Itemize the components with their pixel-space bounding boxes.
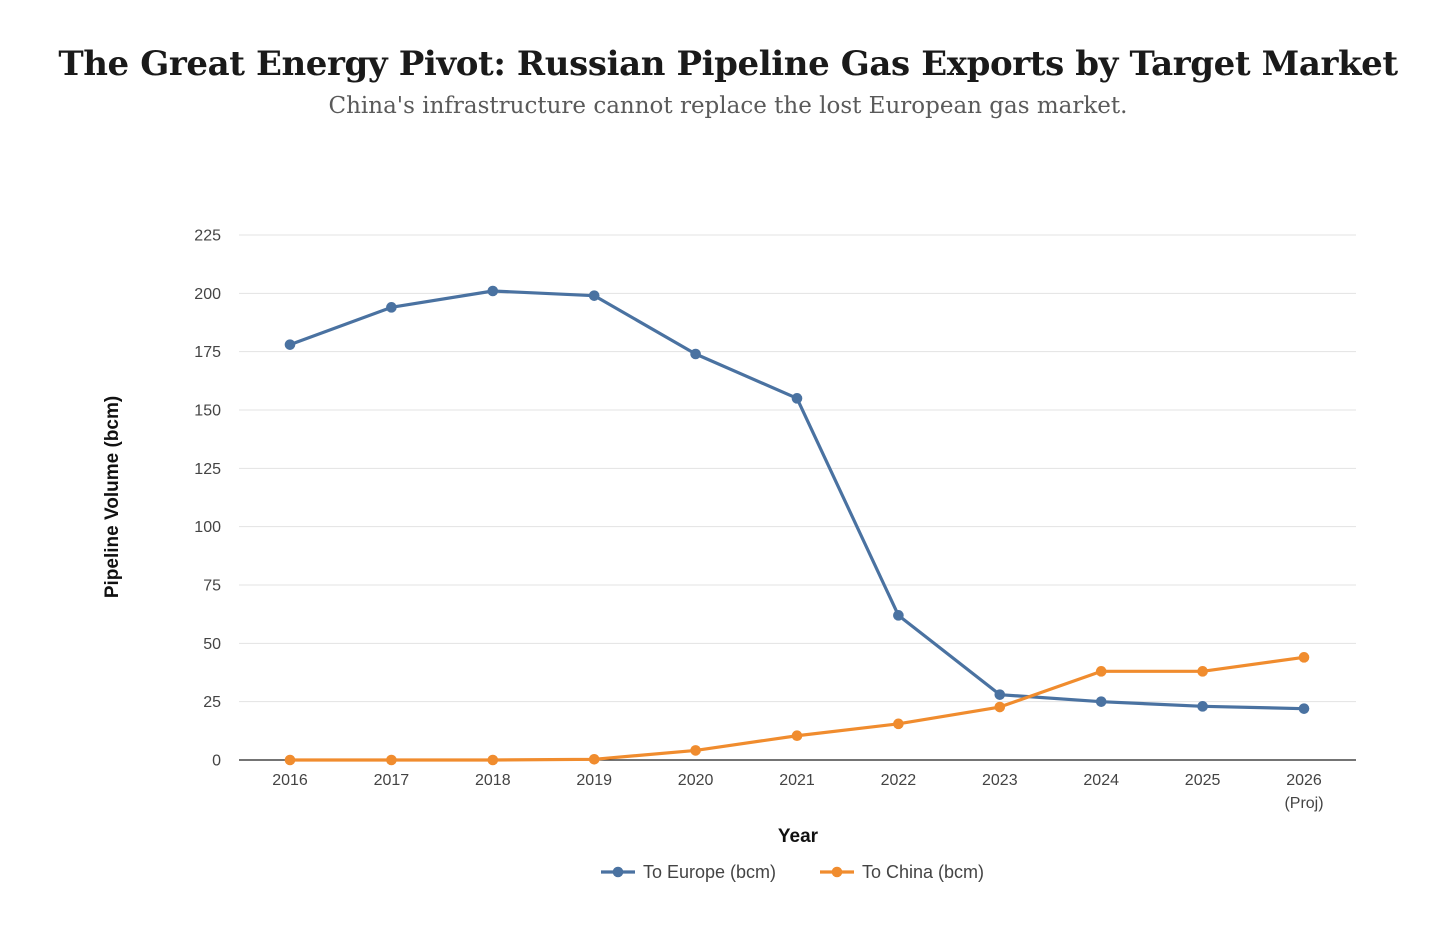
x-tick-label: 2023 bbox=[982, 772, 1018, 789]
x-tick-label: 2020 bbox=[678, 772, 714, 789]
y-tick-label: 100 bbox=[194, 519, 221, 536]
x-tick-label: 2019 bbox=[576, 772, 612, 789]
gridlines bbox=[239, 234, 1356, 703]
data-point[interactable] bbox=[1095, 666, 1107, 677]
data-point[interactable] bbox=[386, 302, 397, 313]
data-point[interactable] bbox=[791, 393, 803, 404]
data-point[interactable] bbox=[1197, 666, 1208, 677]
x-tick-label: 2025 bbox=[1185, 772, 1221, 789]
data-point[interactable] bbox=[690, 348, 701, 360]
data-point[interactable] bbox=[588, 754, 600, 765]
x-axis: 2016 2017 2018 2019 2020 2021 2022 2023 2024 2025… bbox=[239, 759, 1356, 812]
y-tick-label: 25 bbox=[203, 694, 221, 711]
y-tick-label: 125 bbox=[194, 461, 221, 478]
legend-label: To Europe (bcm) bbox=[643, 862, 776, 882]
legend: To Europe (bcm) To China (bcm) bbox=[601, 862, 984, 882]
y-tick-label: 150 bbox=[194, 403, 221, 420]
y-axis: 0 25 50 75 100 125 150 175 200 225 bbox=[194, 228, 221, 770]
x-tick-label: (Proj) bbox=[1284, 795, 1323, 812]
y-tick-label: 225 bbox=[194, 228, 221, 245]
x-tick-label: 2022 bbox=[881, 772, 917, 789]
y-tick-label: 75 bbox=[203, 578, 221, 595]
data-point[interactable] bbox=[994, 689, 1006, 700]
data-point[interactable] bbox=[284, 339, 296, 350]
series-lines bbox=[284, 285, 1310, 766]
data-point[interactable] bbox=[994, 701, 1006, 713]
data-point[interactable] bbox=[487, 754, 499, 766]
data-point[interactable] bbox=[1298, 652, 1310, 663]
data-point[interactable] bbox=[893, 718, 904, 730]
legend-item[interactable]: To China (bcm) bbox=[820, 862, 984, 882]
data-point[interactable] bbox=[690, 745, 701, 756]
data-point[interactable] bbox=[791, 730, 803, 742]
x-tick-label: 2017 bbox=[374, 772, 410, 789]
series-china bbox=[284, 652, 1310, 766]
data-point[interactable] bbox=[386, 754, 397, 766]
data-point[interactable] bbox=[1298, 703, 1310, 714]
series-europe bbox=[284, 285, 1310, 714]
series-line bbox=[288, 655, 1306, 762]
x-tick-label: 2024 bbox=[1083, 772, 1119, 789]
data-point[interactable] bbox=[487, 285, 499, 297]
data-point[interactable] bbox=[893, 610, 904, 621]
data-point[interactable] bbox=[1197, 701, 1208, 712]
y-axis-title: Pipeline Volume (bcm) bbox=[102, 396, 123, 598]
y-tick-label: 175 bbox=[194, 344, 221, 361]
x-tick-label: 2016 bbox=[272, 772, 308, 789]
y-tick-label: 200 bbox=[194, 286, 221, 303]
x-tick-label: 2018 bbox=[475, 772, 511, 789]
data-point[interactable] bbox=[1095, 696, 1107, 707]
data-point[interactable] bbox=[588, 290, 600, 301]
legend-swatch-marker bbox=[831, 866, 843, 878]
x-axis-title: Year bbox=[778, 826, 819, 847]
legend-label: To China (bcm) bbox=[862, 862, 984, 882]
legend-swatch-marker bbox=[612, 866, 624, 878]
y-tick-label: 50 bbox=[203, 636, 221, 653]
chart-subtitle: China's infrastructure cannot replace th… bbox=[328, 93, 1128, 119]
y-tick-label: 0 bbox=[212, 753, 221, 770]
chart-title: The Great Energy Pivot: Russian Pipeline… bbox=[58, 44, 1398, 84]
data-point[interactable] bbox=[284, 754, 296, 766]
x-tick-label: 2026 bbox=[1286, 772, 1322, 789]
legend-item[interactable]: To Europe (bcm) bbox=[601, 862, 776, 882]
series-line bbox=[288, 289, 1306, 711]
x-tick-label: 2021 bbox=[779, 772, 815, 789]
